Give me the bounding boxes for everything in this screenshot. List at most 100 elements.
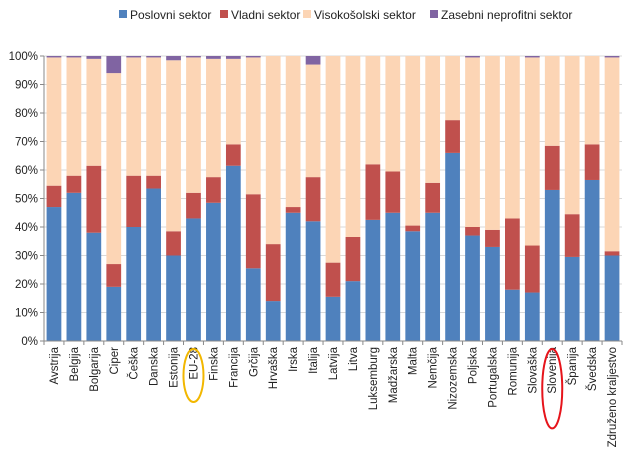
bar-group-portugalska [485, 56, 500, 341]
bar-vladni-sektor-spanija [564, 214, 580, 257]
bar-visokosolski-sektor-spanija [564, 56, 580, 215]
bar-group-ceska [126, 56, 142, 341]
x-tick-label-irska: Irska [288, 346, 300, 372]
legend-label: Vladni sektor [231, 8, 300, 22]
bar-vladni-sektor-zdruzeno-kraljestvo [604, 251, 620, 256]
bar-zasebni-neprofitni-sektor-francija [225, 56, 241, 59]
x-axis: Avstrija Belgija Bolgarija Ciper Češka Danska… [49, 346, 619, 447]
bar-poslovni-sektor-slovaska [524, 292, 540, 341]
bar-visokosolski-sektor-ceska [126, 57, 142, 176]
bar-visokosolski-sektor-zdruzeno-kraljestvo [604, 57, 620, 252]
bar-visokosolski-sektor-malta [405, 56, 421, 226]
bar-group-danska [146, 56, 161, 341]
bar-group-slovenija [544, 56, 560, 341]
bar-group-grcija [245, 56, 261, 341]
bar-zasebni-neprofitni-sektor-estonija [166, 56, 181, 61]
bar-vladni-sektor-luksemburg [365, 164, 381, 220]
legend-item-vladni-sektor: Vladni sektor [220, 8, 300, 22]
bar-group-litva [345, 56, 361, 341]
legend-label: Poslovni sektor [130, 8, 211, 22]
bar-zasebni-neprofitni-sektor-avstrija [46, 56, 62, 58]
bar-vladni-sektor-slovaska [524, 245, 540, 293]
bar-group-zdruzeno-kraljestvo [604, 56, 620, 341]
bar-poslovni-sektor-danska [146, 188, 161, 341]
bar-vladni-sektor-francija [225, 144, 241, 166]
bar-poslovni-sektor-madzarska [385, 212, 401, 341]
legend-item-poslovni-sektor: Poslovni sektor [119, 8, 211, 22]
legend-swatch [119, 10, 127, 18]
bar-vladni-sektor-irska [285, 207, 301, 213]
bar-group-avstrija [46, 56, 62, 341]
bar-zasebni-neprofitni-sektor-italija [305, 56, 321, 65]
bar-visokosolski-sektor-bolgarija [86, 58, 102, 166]
bar-poslovni-sektor-nizozemska [445, 152, 460, 341]
bar-visokosolski-sektor-madzarska [385, 56, 401, 172]
bar-vladni-sektor-grcija [245, 194, 261, 269]
bar-poslovni-sektor-belgija [66, 192, 82, 341]
y-axis: 0% 10% 20% 30% 40% 50% 60% 70% 80% 90% 100% [9, 51, 44, 348]
bar-poslovni-sektor-finska [206, 202, 221, 341]
bar-vladni-sektor-ciper [106, 264, 122, 287]
x-tick-label-belgija: Belgija [69, 346, 81, 381]
x-tick-label-latvija: Latvija [328, 346, 340, 380]
bar-poslovni-sektor-svedska [584, 179, 600, 341]
bar-group-finska [206, 56, 221, 341]
y-tick-label: 100% [9, 51, 38, 63]
bar-poslovni-sektor-malta [405, 231, 421, 341]
bar-group-madzarska [385, 56, 401, 341]
x-tick-label-grcija: Grčija [248, 346, 260, 377]
x-tick-label-malta: Malta [408, 346, 420, 375]
x-tick-label-estonija: Estonija [169, 346, 181, 388]
x-tick-label-slovenija: Slovenija [547, 346, 559, 393]
legend-swatch [220, 10, 228, 18]
y-tick-label: 90% [15, 80, 38, 92]
bar-vladni-sektor-malta [405, 225, 421, 232]
x-tick-label-nizozemska: Nizozemska [448, 346, 460, 409]
bar-vladni-sektor-nemcija [425, 182, 441, 213]
bar-group-latvija [325, 56, 341, 341]
x-tick-label-finska: Finska [208, 346, 220, 380]
x-tick-label-romunija: Romunija [507, 346, 519, 395]
bar-poslovni-sektor-ciper [106, 286, 122, 341]
axes [43, 56, 623, 345]
y-tick-label: 40% [15, 222, 38, 234]
y-tick-label: 50% [15, 194, 38, 206]
bar-group-francija [225, 56, 241, 341]
bar-poslovni-sektor-irska [285, 212, 301, 341]
bar-zasebni-neprofitni-sektor-danska [146, 56, 161, 58]
y-tick-label: 0% [21, 336, 38, 348]
bar-visokosolski-sektor-avstrija [46, 57, 62, 186]
legend-item-zasebni-neprofitni-sektor: Zasebni neprofitni sektor [430, 8, 572, 22]
x-tick-label-poljska: Poljska [468, 346, 480, 384]
x-tick-label-avstrija: Avstrija [49, 346, 61, 384]
bar-poslovni-sektor-zdruzeno-kraljestvo [604, 255, 620, 341]
bar-vladni-sektor-litva [345, 236, 361, 282]
highlight-ellipse-eu-28 [182, 348, 205, 403]
bar-vladni-sektor-slovenija [544, 145, 560, 190]
bar-zasebni-neprofitni-sektor-grcija [245, 56, 261, 58]
bar-poslovni-sektor-nemcija [425, 212, 441, 341]
bar-poslovni-sektor-romunija [505, 289, 520, 341]
bar-group-italija [305, 56, 321, 341]
x-tick-label-slovaska: Slovaška [527, 346, 539, 393]
bar-zasebni-neprofitni-sektor-eu-28 [186, 56, 201, 58]
highlights [182, 348, 564, 430]
bar-zasebni-neprofitni-sektor-bolgarija [86, 56, 102, 59]
x-tick-label-luksemburg: Luksemburg [368, 347, 380, 410]
highlight-ellipse-slovenija [541, 348, 564, 430]
bar-poslovni-sektor-litva [345, 281, 361, 341]
x-tick-label-portugalska: Portugalska [487, 346, 499, 407]
legend-label: Visokošolski sektor [314, 8, 416, 22]
legend: Poslovni sektor Vladni sektor Visokošolski… [119, 8, 572, 22]
bar-visokosolski-sektor-finska [206, 58, 221, 178]
x-tick-label-spanija: Španija [566, 346, 579, 385]
bar-group-nizozemska [445, 56, 460, 341]
bar-vladni-sektor-danska [146, 175, 161, 189]
x-tick-label-francija: Francija [228, 346, 240, 388]
bar-visokosolski-sektor-portugalska [485, 56, 500, 230]
bar-poslovni-sektor-slovenija [544, 189, 560, 341]
bar-vladni-sektor-svedska [584, 144, 600, 180]
bar-group-belgija [66, 56, 82, 341]
bar-vladni-sektor-belgija [66, 175, 82, 193]
bar-visokosolski-sektor-litva [345, 56, 361, 237]
